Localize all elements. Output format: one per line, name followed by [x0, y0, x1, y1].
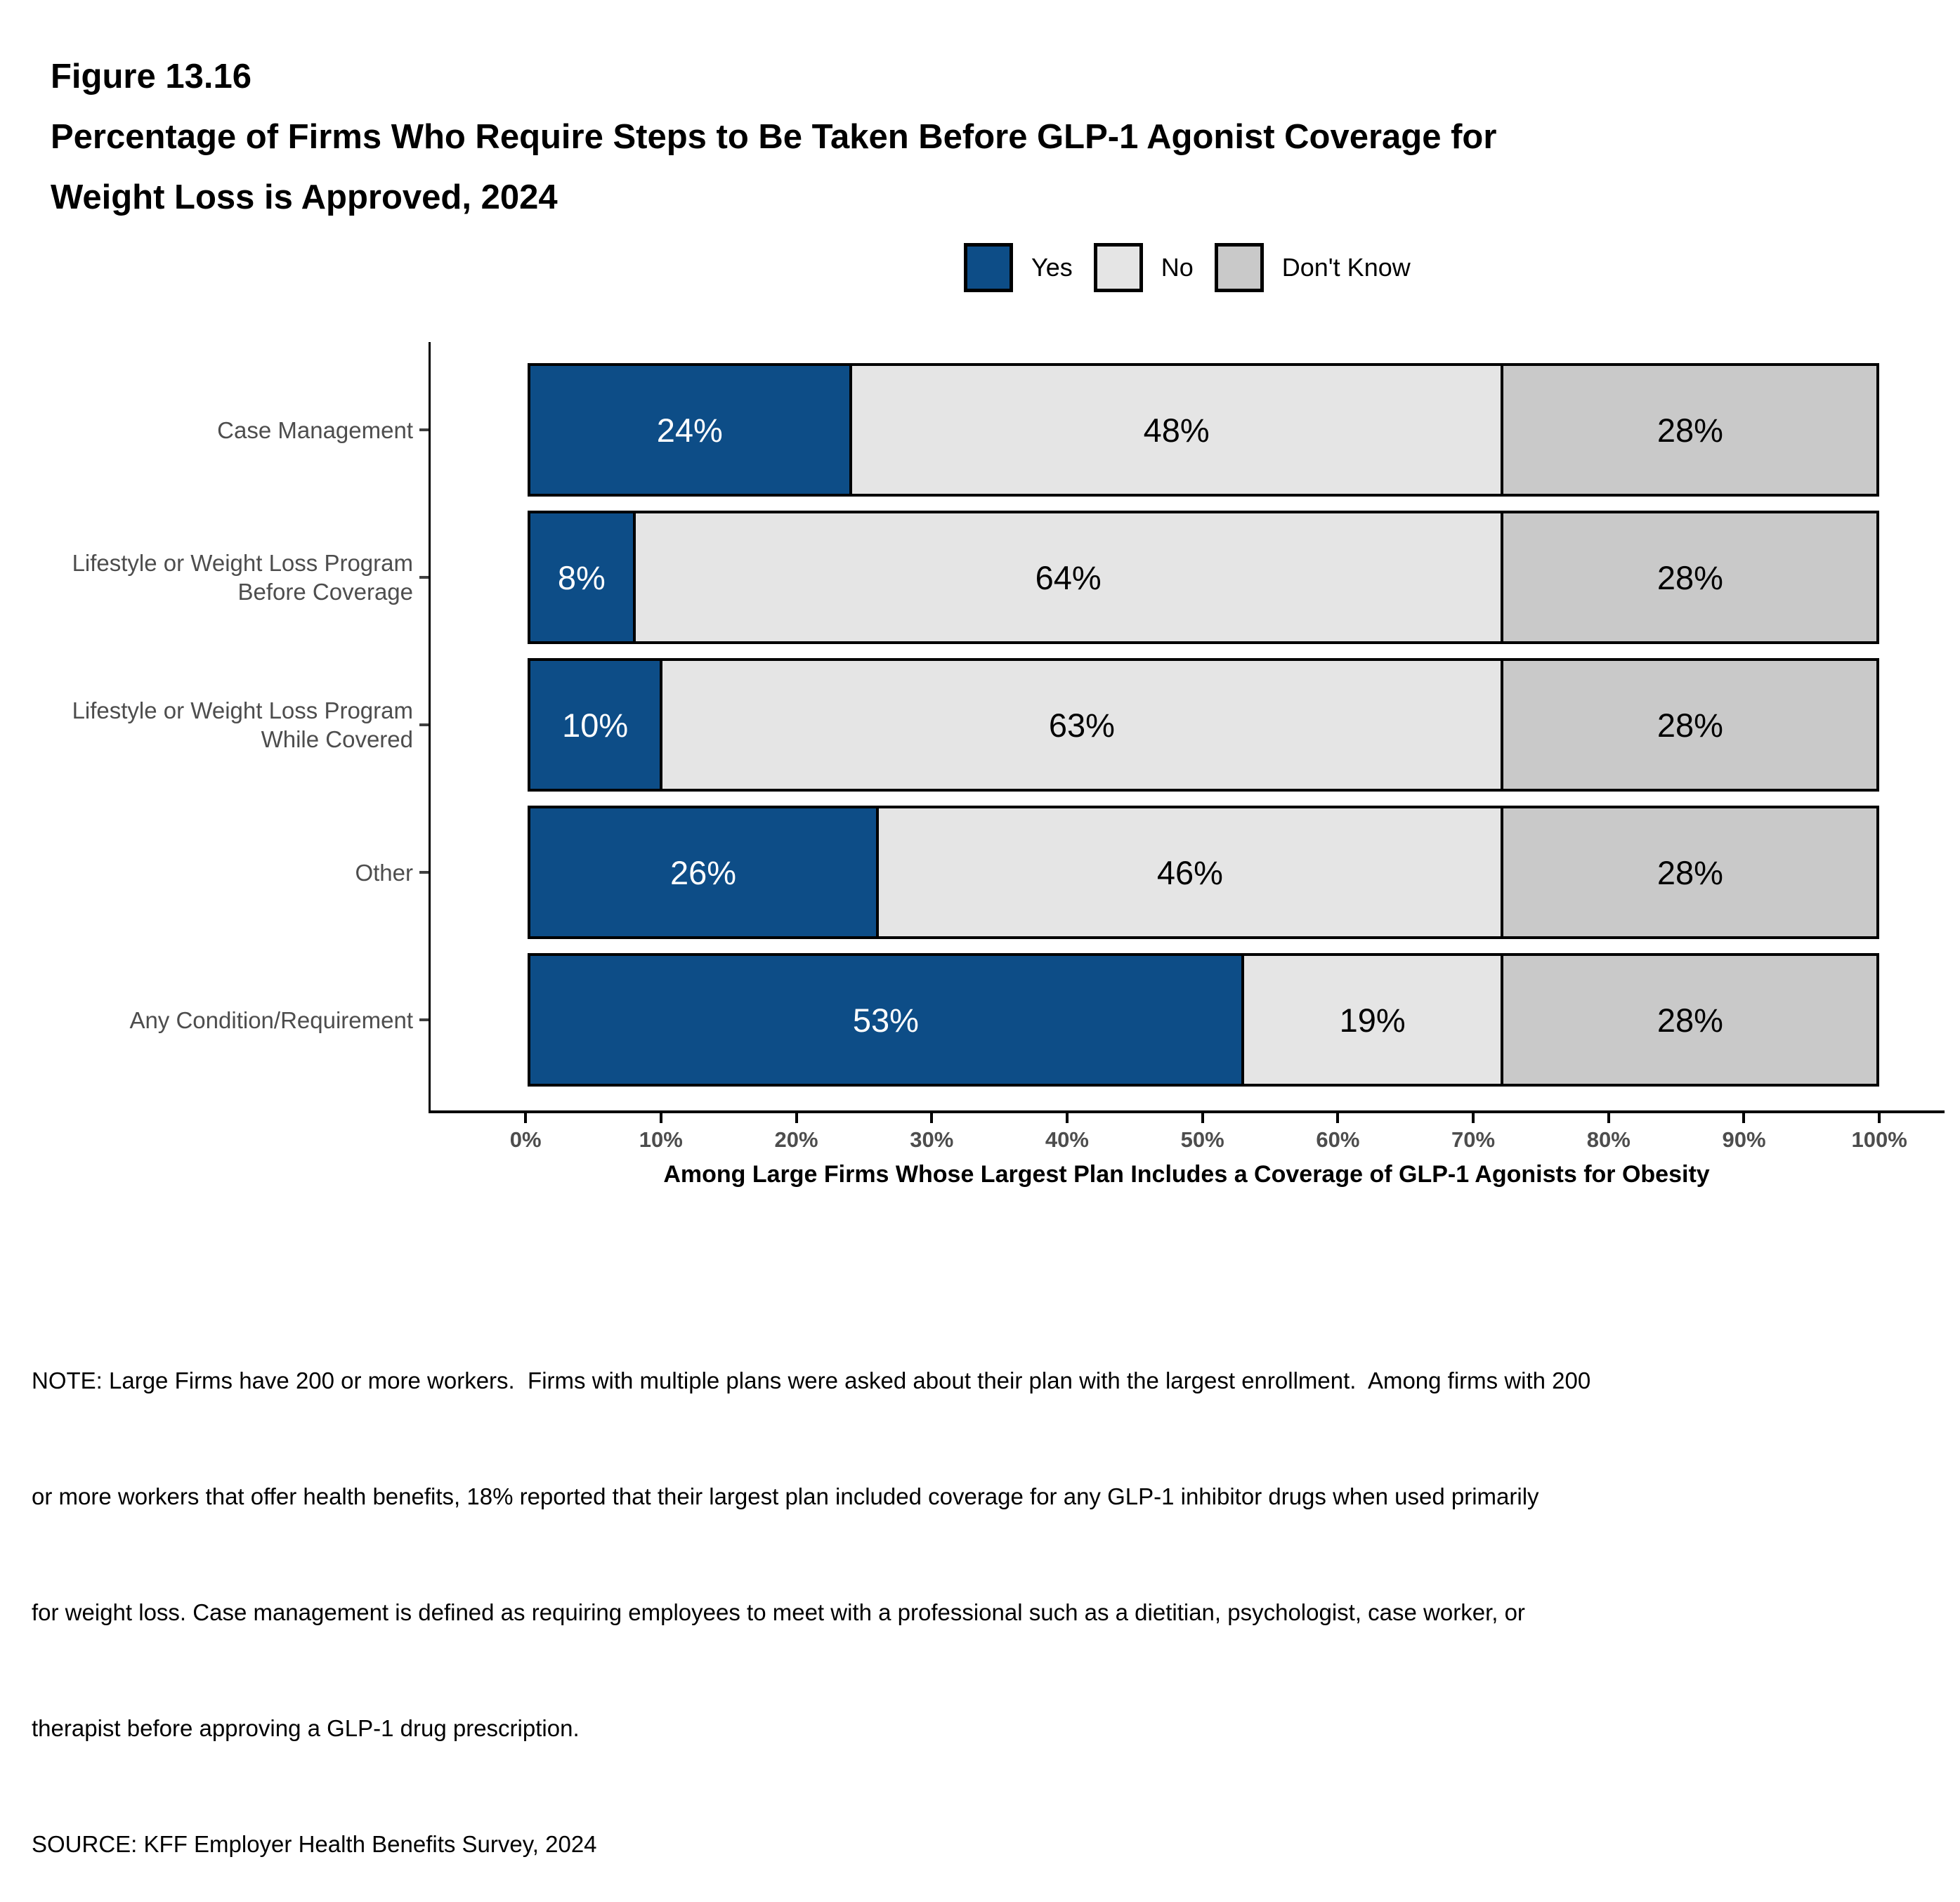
bar-segment-don-t-know: 28%	[1501, 658, 1880, 792]
x-tick-label: 70%	[1451, 1127, 1496, 1152]
bar-segment-yes: 53%	[527, 953, 1244, 1087]
source-line: SOURCE: KFF Employer Health Benefits Sur…	[32, 1831, 597, 1857]
x-tick-mark	[524, 1113, 528, 1123]
x-tick-mark	[1878, 1113, 1881, 1123]
x-tick-label: 60%	[1316, 1127, 1360, 1152]
x-tick-mark	[1336, 1113, 1340, 1123]
bar-segment-yes: 24%	[527, 363, 852, 497]
x-tick-mark	[1607, 1113, 1610, 1123]
x-tick-label: 50%	[1180, 1127, 1224, 1152]
legend-label: Don't Know	[1281, 253, 1411, 282]
bar-segment-don-t-know: 28%	[1501, 363, 1880, 497]
bar-value-label: 8%	[557, 558, 606, 596]
bar-value-label: 28%	[1657, 1001, 1723, 1039]
legend-swatch	[1214, 243, 1264, 292]
bar-value-label: 28%	[1657, 558, 1723, 596]
bar-row: 8% 64% 28%	[527, 511, 1880, 644]
category-label: Lifestyle or Weight Loss Program While C…	[72, 697, 413, 752]
bar-segment-no: 64%	[632, 511, 1504, 644]
x-tick-label: 100%	[1851, 1127, 1907, 1152]
x-tick-label: 20%	[774, 1127, 818, 1152]
bar-row: 10% 63% 28%	[527, 658, 1880, 792]
y-tick-mark	[419, 723, 429, 726]
bar-value-label: 10%	[562, 706, 629, 744]
bar-segment-yes: 10%	[527, 658, 663, 792]
bar-value-label: 28%	[1657, 411, 1723, 449]
bar-value-label: 46%	[1156, 853, 1223, 891]
bar-segment-don-t-know: 28%	[1501, 953, 1880, 1087]
x-tick-label: 90%	[1722, 1127, 1766, 1152]
x-tick-label: 10%	[639, 1127, 683, 1152]
y-tick-mark	[419, 428, 429, 431]
y-axis-label-row: Any Condition/Requirement	[0, 953, 429, 1087]
bar-value-label: 26%	[670, 853, 737, 891]
bar-segment-no: 19%	[1241, 953, 1504, 1087]
bar-segment-no: 63%	[660, 658, 1504, 792]
x-tick-mark	[659, 1113, 662, 1123]
title-block: Figure 13.16 Percentage of Firms Who Req…	[51, 46, 1496, 228]
legend-item-don-t-know: Don't Know	[1214, 243, 1411, 292]
y-axis-label-row: Other	[0, 806, 429, 939]
legend: Yes No Don't Know	[964, 243, 1411, 292]
x-tick-mark	[1742, 1113, 1746, 1123]
x-tick-mark	[930, 1113, 934, 1123]
bar-value-label: 28%	[1657, 853, 1723, 891]
bar-segment-yes: 8%	[527, 511, 636, 644]
x-tick-mark	[1065, 1113, 1069, 1123]
x-axis: 0% 10% 20% 30% 40% 50% 60% 70% 80% 90% 100%	[429, 1113, 1945, 1158]
bar-value-label: 19%	[1339, 1001, 1406, 1039]
legend-swatch	[964, 243, 1013, 292]
bar-segment-no: 48%	[849, 363, 1504, 497]
x-axis-title: Among Large Firms Whose Largest Plan Inc…	[663, 1161, 1710, 1188]
note-line: or more workers that offer health benefi…	[32, 1483, 1539, 1509]
category-label: Other	[355, 859, 413, 886]
y-tick-mark	[419, 576, 429, 579]
bar-row: 53% 19% 28%	[527, 953, 1880, 1087]
y-tick-mark	[419, 871, 429, 874]
footnote-block: NOTE: Large Firms have 200 or more worke…	[32, 1284, 1590, 1902]
legend-item-yes: Yes	[964, 243, 1073, 292]
x-tick-mark	[1201, 1113, 1204, 1123]
note-line: therapist before approving a GLP-1 drug …	[32, 1715, 580, 1741]
chart-title-line-1: Percentage of Firms Who Require Steps to…	[51, 118, 1497, 156]
bar-value-label: 53%	[852, 1001, 919, 1039]
legend-label: Yes	[1031, 253, 1073, 282]
bar-value-label: 63%	[1048, 706, 1115, 744]
x-tick-label: 0%	[509, 1127, 542, 1152]
chart-title-line-2: Weight Loss is Approved, 2024	[51, 178, 558, 216]
y-axis-labels: Case Management Lifestyle or Weight Loss …	[0, 342, 429, 1113]
x-tick-label: 40%	[1045, 1127, 1089, 1152]
x-tick-mark	[1472, 1113, 1475, 1123]
plot-grid: Case Management Lifestyle or Weight Loss …	[0, 342, 1960, 1113]
figure-label: Figure 13.16	[51, 58, 251, 96]
y-axis-label-row: Case Management	[0, 363, 429, 497]
bar-value-label: 28%	[1657, 706, 1723, 744]
bar-segment-don-t-know: 28%	[1501, 511, 1880, 644]
legend-item-no: No	[1093, 243, 1194, 292]
legend-swatch	[1093, 243, 1143, 292]
x-tick-label: 30%	[910, 1127, 954, 1152]
bar-segment-don-t-know: 28%	[1501, 806, 1880, 939]
category-label: Case Management	[217, 417, 413, 443]
bar-row: 24% 48% 28%	[527, 363, 1880, 497]
y-axis-label-row: Lifestyle or Weight Loss Program Before …	[0, 511, 429, 644]
bar-value-label: 48%	[1143, 411, 1210, 449]
bar-value-label: 64%	[1035, 558, 1102, 596]
note-line: NOTE: Large Firms have 200 or more worke…	[32, 1368, 1591, 1393]
plot-panel: 24% 48% 28% 8% 64% 28% 10% 63% 28% 26% 46% 28% 53% 19…	[429, 342, 1945, 1113]
bar-row: 26% 46% 28%	[527, 806, 1880, 939]
legend-label: No	[1161, 253, 1194, 282]
bar-value-label: 24%	[656, 411, 723, 449]
x-tick-mark	[795, 1113, 798, 1123]
y-tick-mark	[419, 1018, 429, 1021]
category-label: Lifestyle or Weight Loss Program Before …	[72, 550, 413, 605]
note-line: for weight loss. Case management is defi…	[32, 1599, 1525, 1625]
y-axis-label-row: Lifestyle or Weight Loss Program While C…	[0, 658, 429, 792]
stacked-bar-chart: Case Management Lifestyle or Weight Loss …	[0, 342, 1960, 1188]
bar-segment-yes: 26%	[527, 806, 880, 939]
x-tick-label: 80%	[1586, 1127, 1631, 1152]
bar-segment-no: 46%	[876, 806, 1504, 939]
category-label: Any Condition/Requirement	[129, 1006, 413, 1033]
